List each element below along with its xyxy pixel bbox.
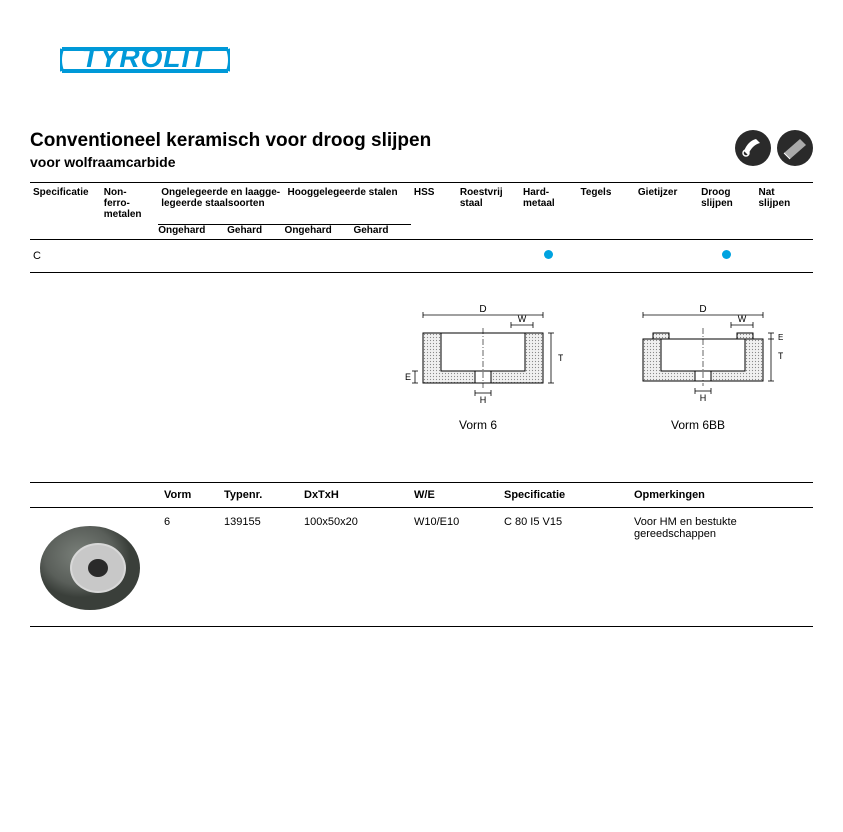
col-nonferro: Non- ferro- metalen	[101, 183, 158, 225]
col-roestvrij: Roestvrij staal	[457, 183, 520, 225]
col-we: W/E	[410, 482, 500, 507]
col-vorm: Vorm	[160, 482, 220, 507]
page-subtitle: voor wolfraamcarbide	[30, 154, 735, 170]
cell-vorm: 6	[160, 507, 220, 626]
col-typenr: Typenr.	[220, 482, 300, 507]
diagram-label-6bb: Vorm 6BB	[613, 418, 783, 432]
safety-icon	[735, 130, 771, 166]
col-hooggelegeerd: Hooggelegeerde stalen	[285, 183, 411, 225]
col-gietijzer: Gietijzer	[635, 183, 698, 225]
spec-label: C	[30, 239, 101, 272]
col-dxtxh: DxTxH	[300, 482, 410, 507]
col-ongelegeerd: Ongelegeerde en laagge- legeerde staalso…	[158, 183, 284, 225]
svg-text:E: E	[405, 372, 411, 382]
col-hardmetaal: Hard- metaal	[520, 183, 577, 225]
diagram-vorm6: D W T E	[393, 303, 563, 432]
svg-text:E: E	[778, 333, 783, 342]
product-row: 6 139155 100x50x20 W10/E10 C 80 I5 V15 V…	[30, 507, 813, 626]
svg-text:W: W	[518, 314, 527, 324]
specification-table: Specificatie Non- ferro- metalen Ongeleg…	[30, 182, 813, 273]
diagram-vorm6bb: D W T E	[613, 303, 783, 432]
cell-typenr: 139155	[220, 507, 300, 626]
cell-we: W10/E10	[410, 507, 500, 626]
col-ongehard2: Ongehard	[285, 224, 354, 239]
grinding-icon	[777, 130, 813, 166]
col-gehard1: Gehard	[227, 224, 284, 239]
col-droog: Droog slijpen	[698, 183, 755, 225]
svg-text:W: W	[738, 314, 747, 324]
col-tegels: Tegels	[577, 183, 634, 225]
svg-text:T: T	[558, 353, 563, 363]
col-ongehard1: Ongehard	[158, 224, 227, 239]
svg-text:H: H	[700, 393, 707, 403]
col-spec: Specificatie	[500, 482, 630, 507]
brand-logo: TYROLIT	[60, 25, 230, 85]
col-nat: Nat slijpen	[756, 183, 814, 225]
grinding-wheel-image	[30, 518, 150, 613]
diagram-label-6: Vorm 6	[393, 418, 563, 432]
spec-droog	[698, 239, 755, 272]
col-hss: HSS	[411, 183, 457, 225]
spec-row: C	[30, 239, 813, 272]
logo-area: TYROLIT	[0, 0, 843, 130]
cell-specificatie: C 80 I5 V15	[500, 507, 630, 626]
svg-text:TYROLIT: TYROLIT	[82, 42, 211, 73]
product-table: Vorm Typenr. DxTxH W/E Specificatie Opme…	[30, 482, 813, 627]
product-image-cell	[30, 507, 160, 626]
cell-opmerkingen: Voor HM en bestukte gereedschappen	[630, 507, 813, 626]
col-opmerkingen: Opmerkingen	[630, 482, 813, 507]
page-title: Conventioneel keramisch voor droog slijp…	[30, 130, 735, 152]
svg-text:T: T	[778, 351, 783, 361]
svg-text:D: D	[699, 304, 706, 315]
col-specificatie: Specificatie	[30, 183, 101, 225]
col-gehard2: Gehard	[353, 224, 410, 239]
cell-dxtxh: 100x50x20	[300, 507, 410, 626]
svg-text:D: D	[479, 304, 486, 315]
spec-hardmetaal	[520, 239, 577, 272]
svg-text:H: H	[480, 395, 487, 403]
